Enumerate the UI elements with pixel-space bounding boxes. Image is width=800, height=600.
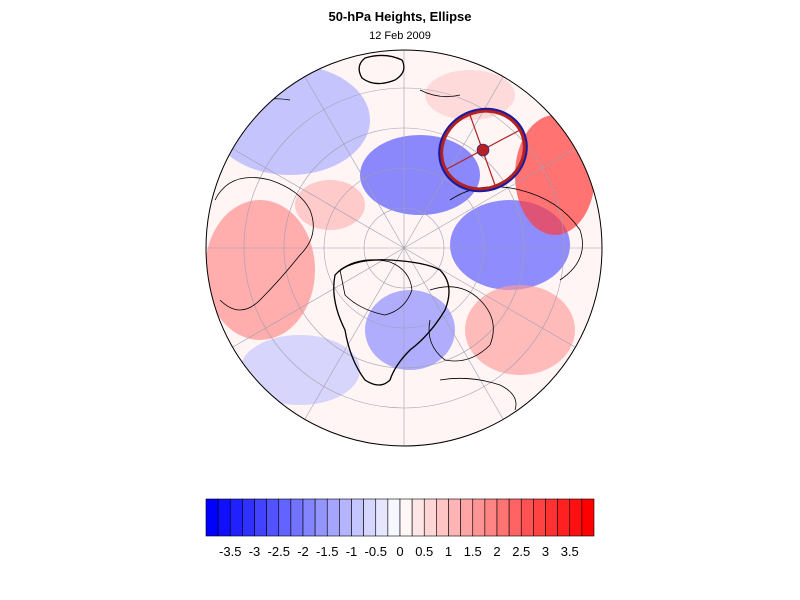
- chart-subtitle: 12 Feb 2009: [369, 30, 431, 42]
- height-contour-polar: [333, 259, 450, 386]
- colorbar-cell: [229, 498, 243, 537]
- colorbar-cell: [278, 498, 292, 537]
- meridian-line: [232, 148, 405, 249]
- graticule: [206, 50, 602, 446]
- colorbar-tick-label: 2: [493, 544, 500, 559]
- map-globe: [206, 50, 602, 446]
- anomaly-positive-north: [425, 70, 515, 120]
- ellipse-outer-outline: [440, 109, 526, 191]
- colorbar-cell: [569, 498, 583, 537]
- meridian-line: [304, 76, 405, 249]
- colorbar-tick-label: 1.5: [464, 544, 482, 559]
- colorbar-tick-label: -1.5: [316, 544, 338, 559]
- colorbar-cell: [217, 498, 231, 537]
- chart-title: 50-hPa Heights, Ellipse: [328, 9, 472, 24]
- colorbar-labels: -3.5 -3 -2.5 -2 -1.5 -1 -0.5 0 0.5 1 1.5 2 2.5 3 3.5: [219, 544, 579, 559]
- ellipse-feature: [438, 107, 528, 193]
- colorbar-cell: [387, 498, 401, 537]
- colorbar-tick-label: 0: [396, 544, 403, 559]
- meridian-line: [403, 76, 504, 249]
- colorbar-cell: [472, 498, 486, 537]
- ellipse-inner-outline: [438, 107, 528, 193]
- anomaly-positive-america: [206, 200, 315, 340]
- colorbar-cell: [496, 498, 510, 537]
- height-contour-north: [358, 54, 405, 85]
- coastline-north: [419, 89, 461, 98]
- colorbar-tick-label: -1: [346, 544, 358, 559]
- colorbar-cell: [436, 498, 449, 537]
- colorbar-cell: [351, 498, 364, 537]
- colorbar-cell: [508, 498, 522, 537]
- colorbar-cell: [557, 498, 571, 537]
- ellipse-center-marker: [476, 143, 490, 157]
- colorbar-cell: [254, 498, 267, 537]
- coastline-africa: [439, 377, 517, 411]
- colorbar-tick-label: -3: [249, 544, 261, 559]
- colorbar-cell: [484, 498, 498, 537]
- colorbar-cell: [339, 498, 352, 537]
- colorbar-cell: [314, 498, 328, 537]
- anomaly-positive-africa: [465, 285, 575, 375]
- colorbar-tick-label: 2.5: [512, 544, 530, 559]
- anomaly-negative-siberia: [360, 135, 480, 215]
- anomaly-negative-atlantic: [365, 290, 455, 370]
- colorbar-cell: [266, 498, 280, 537]
- colorbar-cell: [545, 498, 558, 537]
- coastline-europe: [428, 286, 494, 362]
- colorbar-tick-label: 3: [542, 544, 549, 559]
- colorbar-cell: [375, 498, 389, 537]
- globe-outline: [205, 49, 603, 447]
- colorbar-tick-label: -2: [297, 544, 309, 559]
- colorbar-tick-label: 3.5: [561, 544, 579, 559]
- colorbar-cell: [326, 498, 340, 537]
- height-contours: [333, 54, 450, 386]
- meridian-line: [304, 247, 405, 420]
- colorbar-cell: [399, 498, 413, 537]
- meridian-line: [403, 247, 576, 348]
- colorbar-cell: [290, 498, 304, 537]
- colorbar-tick-label: 0.5: [415, 544, 433, 559]
- meridian-line: [232, 247, 405, 348]
- colorbar-cell: [533, 498, 546, 537]
- colorbar-cell: [423, 498, 437, 537]
- anomaly-negative-south: [240, 335, 360, 405]
- colorbar-tick-label: -0.5: [365, 544, 387, 559]
- colorbar-cell: [460, 498, 474, 537]
- meridian-line: [403, 148, 576, 249]
- colorbar-cell: [581, 498, 595, 537]
- meridian-line: [403, 247, 504, 420]
- colorbar-cell: [363, 498, 377, 537]
- colorbar-cell: [242, 498, 255, 537]
- colorbar-cell: [520, 498, 534, 537]
- colorbar-cell: [448, 498, 461, 537]
- colorbar-cell: [205, 498, 219, 537]
- colorbar-cell: [411, 498, 425, 537]
- colorbar-tick-label: -2.5: [268, 544, 290, 559]
- colorbar-tick-label: 1: [445, 544, 452, 559]
- colorbar-cells: [205, 498, 595, 537]
- colorbar-cell: [302, 498, 316, 537]
- coastline-north-america: [214, 177, 314, 311]
- colorbar-tick-label: -3.5: [219, 544, 241, 559]
